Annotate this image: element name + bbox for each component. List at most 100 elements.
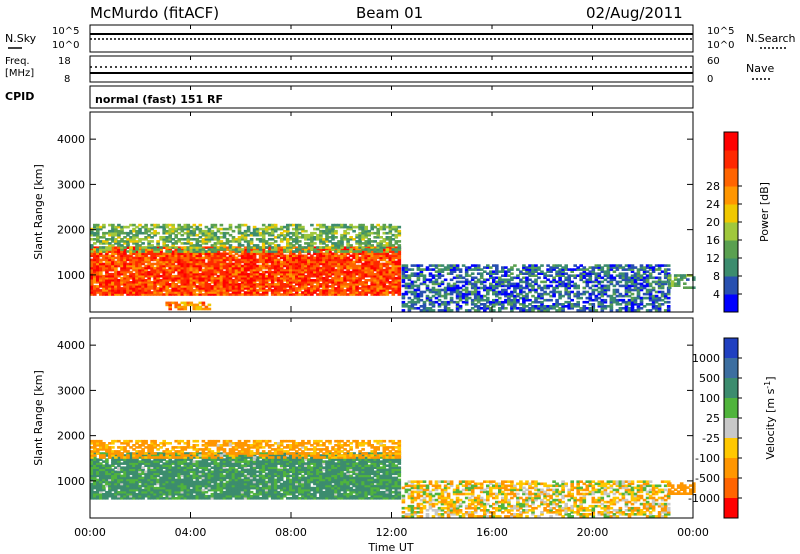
heatmap-cell [222,231,227,235]
heatmap-cell [120,227,124,231]
heatmap-cell [473,290,478,294]
heatmap-cell [138,494,142,498]
heatmap-cell [461,280,466,284]
heatmap-cell [105,240,109,243]
heatmap-cell [455,294,460,298]
heatmap-cell [519,303,523,306]
heatmap-cell [144,476,148,480]
heatmap-cell [234,281,239,284]
heatmap-cell [298,260,302,264]
heatmap-cell [183,242,188,245]
heatmap-cell [528,282,532,286]
heatmap-cell [334,229,338,233]
heatmap-cell [507,296,511,300]
heatmap-cell [552,286,556,290]
heatmap-cell [319,266,323,270]
heatmap-cell [522,272,526,275]
heatmap-cell [243,233,248,237]
heatmap-cell [165,231,169,235]
heatmap-cell [379,287,383,290]
heatmap-cell [522,268,526,271]
heatmap-cell [624,309,629,312]
heatmap-cell [298,248,302,251]
heatmap-cell [603,264,608,267]
heatmap-cell [126,274,130,278]
heatmap-cell [153,258,157,262]
heatmap-cell [135,482,139,486]
heatmap-cell [162,223,166,227]
heatmap-cell [201,242,206,245]
heatmap-cell [225,258,230,262]
heatmap-cell [388,258,393,262]
heatmap-cell [367,287,371,290]
heatmap-cell [201,281,206,284]
heatmap-cell [292,264,296,268]
heatmap-cell [165,225,169,229]
heatmap-cell [310,266,314,270]
heatmap-cell [264,225,269,229]
heatmap-cell [141,268,145,272]
heatmap-cell [648,266,653,269]
heatmap-cell [686,278,690,281]
heatmap-cell [528,274,532,277]
heatmap-cell [132,486,136,490]
heatmap-cell [358,252,362,256]
heatmap-cell [295,225,299,229]
heatmap-cell [510,282,514,286]
heatmap-cell [213,231,218,235]
heatmap-cell [207,268,212,272]
heatmap-cell [111,258,115,262]
heatmap-cell [437,294,442,298]
heatmap-cell [358,231,362,235]
heatmap-cell [129,476,133,480]
heatmap-cell [183,254,188,258]
heatmap-cell [648,288,653,292]
heatmap-cell [252,276,257,280]
heatmap-cell [337,268,341,272]
heatmap-cell [117,229,121,233]
nave-tick-bottom: 0 [707,74,713,85]
heatmap-cell [207,303,212,307]
heatmap-cell [96,490,100,494]
heatmap-cell [630,307,635,310]
heatmap-cell [385,250,390,253]
heatmap-cell [289,250,293,254]
heatmap-cell [120,279,124,282]
heatmap-cell [546,284,550,288]
heatmap-cell [102,233,106,237]
heatmap-cell [630,298,635,302]
heatmap-cell [606,270,611,273]
heatmap-cell [141,276,145,280]
heatmap-cell [486,292,490,296]
heatmap-cell [183,279,188,282]
heatmap-cell [425,309,430,312]
heatmap-cell [150,252,154,256]
heatmap-cell [165,254,169,258]
colorbar-swatch [724,204,738,223]
heatmap-cell [431,274,436,277]
heatmap-cell [579,272,583,275]
heatmap-cell [246,285,251,288]
heatmap-cell [334,260,338,264]
heatmap-cell [555,284,559,288]
heatmap-cell [210,289,215,292]
heatmap-cell [150,480,154,484]
heatmap-cell [452,276,457,280]
heatmap-cell [270,289,275,292]
heatmap-cell [410,290,415,294]
heatmap-cell [228,268,233,272]
heatmap-cell [391,293,396,296]
heatmap-cell [425,307,430,310]
heatmap-cell [603,290,608,294]
heatmap-cell [642,284,647,288]
heatmap-cell [279,256,284,260]
heatmap-cell [231,272,236,276]
heatmap-cell [534,264,538,267]
heatmap-cell [141,266,145,270]
heatmap-cell [343,256,347,260]
heatmap-cell [319,270,323,274]
heatmap-cell [642,276,647,280]
heatmap-cell [246,274,251,278]
heatmap-cell [316,279,320,282]
heatmap-cell [343,233,347,237]
